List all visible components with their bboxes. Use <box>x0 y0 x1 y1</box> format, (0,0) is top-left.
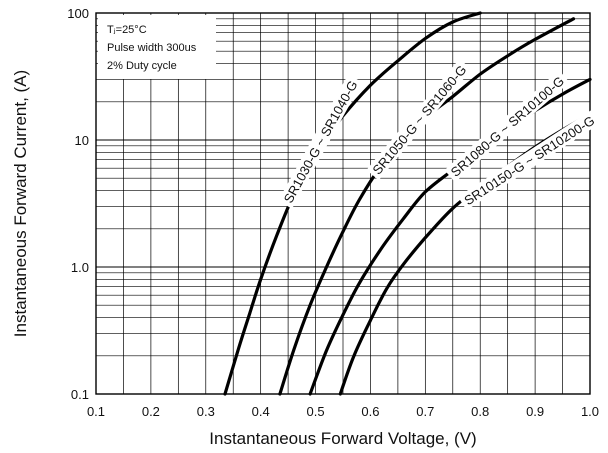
condition-notes: Tⱼ=25°C Pulse width 300us 2% Duty cycle <box>98 15 216 79</box>
y-tick-label: 0.1 <box>71 387 89 402</box>
x-tick-label: 0.8 <box>471 404 489 419</box>
curve-label-background <box>444 70 570 183</box>
y-axis-title: Instantaneous Forward Current, (A) <box>11 70 30 337</box>
conditions-box <box>98 15 216 79</box>
x-tick-label: 0.6 <box>361 404 379 419</box>
x-tick-label: 0.3 <box>197 404 215 419</box>
x-tick-label: 0.1 <box>87 404 105 419</box>
curve-label-background <box>457 109 601 211</box>
x-tick-label: 0.4 <box>252 404 270 419</box>
curve-label-background <box>278 74 363 209</box>
x-tick-label: 0.2 <box>142 404 160 419</box>
curve-label-background <box>366 58 472 181</box>
x-tick-label: 1.0 <box>581 404 599 419</box>
x-axis-title: Instantaneous Forward Voltage, (V) <box>209 429 476 448</box>
condition-note: Tⱼ=25°C <box>107 24 147 36</box>
y-tick-label: 1.0 <box>71 260 89 275</box>
x-tick-label: 0.7 <box>416 404 434 419</box>
tick-labels: 0.1 0.2 0.3 0.4 0.5 0.6 0.7 0.8 0.9 1.0 0.1 1.0 10 10… <box>67 6 599 419</box>
y-tick-label: 10 <box>75 133 89 148</box>
y-tick-label: 100 <box>67 6 89 21</box>
x-tick-label: 0.5 <box>307 404 325 419</box>
condition-note: 2% Duty cycle <box>107 60 177 72</box>
x-tick-label: 0.9 <box>526 404 544 419</box>
condition-note: Pulse width 300us <box>107 42 197 54</box>
grid <box>96 13 590 394</box>
plot-border <box>95 12 591 395</box>
